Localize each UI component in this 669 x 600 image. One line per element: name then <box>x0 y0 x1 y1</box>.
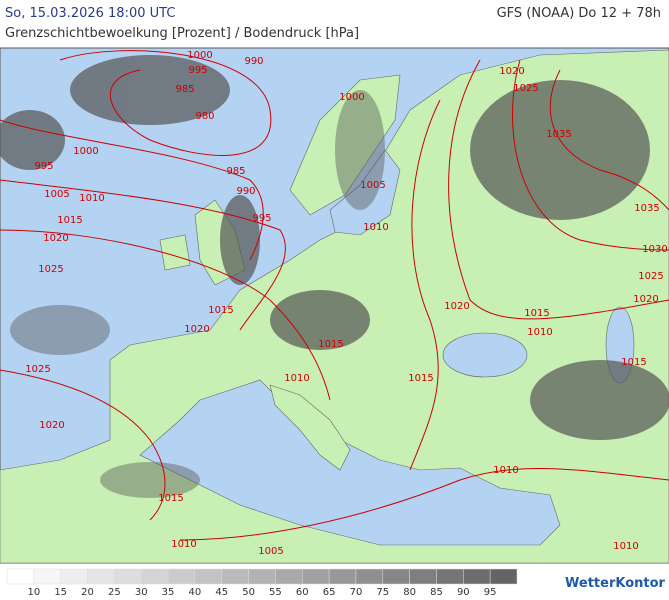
isobar-label: 1035 <box>546 129 571 140</box>
legend-swatch <box>489 568 518 585</box>
legend-swatch <box>275 568 303 585</box>
legend-swatch <box>436 568 464 585</box>
isobar-label: 1010 <box>363 222 388 233</box>
date: So, 15.03.2026 18:00 UTC <box>5 6 176 21</box>
isobars <box>0 50 669 541</box>
isobar-label: 1025 <box>638 271 663 282</box>
isobar-label: 1020 <box>39 420 64 431</box>
legend-label: 40 <box>189 587 202 598</box>
isobar-label: 995 <box>34 161 53 172</box>
isobar-label: 1010 <box>171 539 196 550</box>
legend-label: 90 <box>457 587 470 598</box>
legend-label: 85 <box>430 587 443 598</box>
legend-label: 45 <box>215 587 228 598</box>
legend-swatch <box>33 568 61 585</box>
legend-label: 10 <box>27 587 40 598</box>
isobar-label: 1015 <box>208 305 233 316</box>
legend-swatch <box>60 568 88 585</box>
legend-label: 70 <box>350 587 363 598</box>
legend-swatch <box>221 568 249 585</box>
isobar-label: 995 <box>252 213 271 224</box>
isobar-label: 1015 <box>621 357 646 368</box>
subtitle: Grenzschichtbewoelkung [Prozent] / Boden… <box>5 26 360 41</box>
legend-swatch <box>355 568 384 585</box>
isobar-label: 1000 <box>339 92 364 103</box>
legend-label: 30 <box>135 587 148 598</box>
isobar-label: 985 <box>175 84 194 95</box>
isobar-label: 990 <box>244 56 263 67</box>
legend-label: 75 <box>376 587 389 598</box>
isobar-label: 1015 <box>408 373 433 384</box>
legend-swatch <box>6 568 35 585</box>
isobar-label: 1035 <box>634 203 659 214</box>
isobar-label: 1005 <box>360 180 385 191</box>
isobar-label: 995 <box>188 65 207 76</box>
legend-label: 65 <box>323 587 336 598</box>
isobar-label: 1005 <box>44 189 69 200</box>
isobar-label: 1025 <box>25 364 50 375</box>
legend-label: 60 <box>296 587 309 598</box>
isobar-label: 1015 <box>57 215 82 226</box>
legend-swatch <box>140 568 169 585</box>
clouds <box>0 55 669 498</box>
isobar-label: 1015 <box>524 308 549 319</box>
isobar-label: 990 <box>236 186 255 197</box>
isobar-label: 1010 <box>284 373 309 384</box>
legend-label: 35 <box>162 587 175 598</box>
isobar-label: 1010 <box>527 327 552 338</box>
isobar-label: 1020 <box>444 301 469 312</box>
isobar-label: 985 <box>226 166 245 177</box>
model: GFS (NOAA) Do 12 + 78h <box>496 6 661 21</box>
legend-label: 55 <box>269 587 282 598</box>
isobar-label: 1000 <box>73 146 98 157</box>
isobar-label: 1020 <box>43 233 68 244</box>
isobar-label: 1005 <box>258 546 283 557</box>
isobar-label: 1000 <box>187 50 212 61</box>
isobar-label: 1015 <box>158 493 183 504</box>
isobar-label: 1010 <box>493 465 518 476</box>
legend-label: 25 <box>108 587 121 598</box>
isobar-label: 1030 <box>642 244 667 255</box>
isobar-label: 980 <box>195 111 214 122</box>
legend-swatch <box>194 568 222 585</box>
legend-label: 95 <box>484 587 497 598</box>
isobar-label: 1020 <box>633 294 658 305</box>
legend-swatch <box>302 568 330 585</box>
isobar-label: 1025 <box>513 83 538 94</box>
isobar-label: 1020 <box>184 324 209 335</box>
isobar-label: 1010 <box>613 541 638 552</box>
isobar-label: 1010 <box>79 193 104 204</box>
legend-swatch <box>463 568 491 585</box>
isobar-label: 1025 <box>38 264 63 275</box>
isobar-label: 1020 <box>499 66 524 77</box>
legend-swatch <box>382 568 410 585</box>
brand: WetterKontor <box>565 576 665 591</box>
legend-swatch <box>248 568 276 585</box>
legend-label: 80 <box>403 587 416 598</box>
legend-swatch <box>328 568 357 585</box>
legend-swatch <box>114 568 142 585</box>
legend-swatch <box>167 568 196 585</box>
legend-label: 20 <box>81 587 94 598</box>
legend-label: 50 <box>242 587 255 598</box>
legend-swatch <box>409 568 437 585</box>
legend-swatch <box>87 568 115 585</box>
isobar-label: 1015 <box>318 339 343 350</box>
legend-label: 15 <box>54 587 67 598</box>
